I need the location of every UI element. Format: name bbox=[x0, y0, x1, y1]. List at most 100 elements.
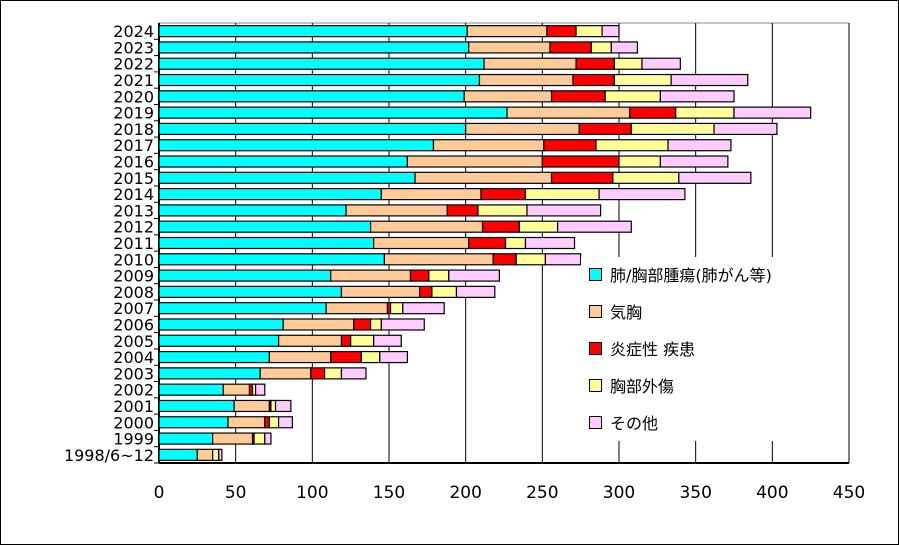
bar-segment bbox=[504, 236, 527, 250]
bar-segment bbox=[463, 90, 553, 103]
bar-segment bbox=[383, 253, 494, 266]
legend-item: 胸部外傷 bbox=[589, 374, 674, 396]
bar-segment bbox=[324, 367, 343, 380]
bar-segment bbox=[310, 367, 326, 380]
bar-segment bbox=[158, 253, 385, 266]
bar-segment bbox=[370, 318, 382, 331]
bar-segment bbox=[524, 236, 576, 250]
y-tick-label: 2011 bbox=[113, 234, 154, 253]
bar-segment bbox=[406, 155, 543, 168]
y-tick-label: 2004 bbox=[113, 348, 154, 367]
bar-segment bbox=[613, 57, 643, 70]
bar-segment bbox=[557, 220, 632, 233]
bar-segment bbox=[370, 220, 484, 233]
y-tick-label: 2017 bbox=[113, 136, 154, 155]
bar-segment bbox=[158, 399, 235, 413]
bar-segment bbox=[659, 155, 729, 168]
x-tick-label: 0 bbox=[154, 483, 165, 503]
legend-label: 炎症性 疾患 bbox=[610, 340, 696, 359]
bar-segment bbox=[480, 188, 527, 201]
y-tick-label: 2010 bbox=[113, 250, 154, 269]
bar-segment bbox=[340, 334, 352, 347]
bar-segment bbox=[572, 73, 616, 87]
legend: 肺/胸部腫瘍(肺がん等) 気胸 炎症性 疾患 胸部外傷 その他 bbox=[581, 257, 813, 441]
y-tick-label: 2007 bbox=[113, 299, 154, 318]
bar-segment bbox=[158, 41, 470, 54]
bar-segment bbox=[659, 90, 735, 103]
bar-segment bbox=[158, 383, 225, 396]
bar-segment bbox=[158, 106, 508, 119]
bar-segment bbox=[613, 73, 672, 87]
y-tick-label: 2019 bbox=[113, 104, 154, 123]
bar-segment bbox=[713, 122, 778, 136]
bar-segment bbox=[380, 188, 482, 201]
bar-segment bbox=[264, 432, 272, 445]
y-tick-label: 2012 bbox=[113, 218, 154, 237]
legend-swatch bbox=[589, 267, 602, 281]
legend-swatch bbox=[589, 378, 602, 392]
bar-segment bbox=[340, 285, 421, 298]
bar-segment bbox=[158, 155, 408, 168]
bar-segment bbox=[212, 432, 254, 445]
x-tick-label: 150 bbox=[373, 483, 405, 503]
bar-segment bbox=[373, 236, 470, 250]
y-tick-label: 2021 bbox=[113, 71, 154, 90]
bar-segment bbox=[409, 269, 430, 282]
bar-segment bbox=[414, 171, 553, 184]
bar-segment bbox=[492, 253, 517, 266]
x-tick-label: 350 bbox=[679, 483, 711, 503]
y-tick-label: 1999 bbox=[113, 430, 154, 449]
bar-segment bbox=[590, 41, 612, 54]
bar-segment bbox=[468, 41, 551, 54]
bar-segment bbox=[549, 41, 593, 54]
bar-segment bbox=[255, 383, 266, 396]
bar-segment bbox=[601, 25, 620, 38]
x-tick-label: 200 bbox=[449, 483, 481, 503]
bar-segment bbox=[270, 399, 277, 413]
bar-segment bbox=[158, 171, 416, 184]
x-tick-label: 250 bbox=[526, 483, 558, 503]
bar-segment bbox=[629, 106, 677, 119]
bar-segment bbox=[158, 269, 332, 282]
bar-segment bbox=[373, 334, 402, 347]
y-tick-label: 2002 bbox=[113, 381, 154, 400]
bar-segment bbox=[158, 204, 347, 217]
bar-segment bbox=[667, 139, 732, 152]
y-tick-label: 2000 bbox=[113, 413, 154, 432]
x-tick-label: 300 bbox=[603, 483, 635, 503]
x-tick-label: 400 bbox=[756, 483, 788, 503]
bar-segment bbox=[158, 220, 372, 233]
bar-segment bbox=[578, 122, 632, 136]
bar-segment bbox=[158, 448, 198, 461]
bar-segment bbox=[431, 285, 458, 298]
bar-segment bbox=[455, 285, 496, 298]
bar-segment bbox=[330, 269, 412, 282]
bar-segment bbox=[477, 204, 528, 217]
bar-segment bbox=[340, 367, 367, 380]
bar-segment bbox=[612, 171, 680, 184]
bar-segment bbox=[543, 139, 597, 152]
legend-swatch bbox=[589, 341, 602, 355]
bar-segment bbox=[158, 73, 481, 87]
y-tick-label: 2020 bbox=[113, 87, 154, 106]
bar-segment bbox=[379, 350, 408, 364]
bar-segment bbox=[233, 399, 270, 413]
bar-segment bbox=[432, 139, 545, 152]
bar-segment bbox=[380, 318, 425, 331]
bar-segment bbox=[575, 25, 603, 38]
y-tick-label: 1998/6~12 bbox=[64, 446, 154, 465]
y-tick-label: 2008 bbox=[113, 283, 154, 302]
bar-segment bbox=[419, 285, 433, 298]
bar-segment bbox=[158, 350, 271, 364]
bar-segment bbox=[282, 318, 355, 331]
bar-segment bbox=[550, 171, 614, 184]
bar-segment bbox=[481, 220, 520, 233]
bar-segment bbox=[604, 90, 662, 103]
bar-segment bbox=[268, 416, 280, 429]
y-tick-label: 2006 bbox=[113, 315, 154, 334]
legend-label: 気胸 bbox=[610, 303, 643, 322]
bar-segment bbox=[595, 139, 669, 152]
y-tick-label: 2018 bbox=[113, 120, 154, 139]
bar-segment bbox=[610, 41, 638, 54]
